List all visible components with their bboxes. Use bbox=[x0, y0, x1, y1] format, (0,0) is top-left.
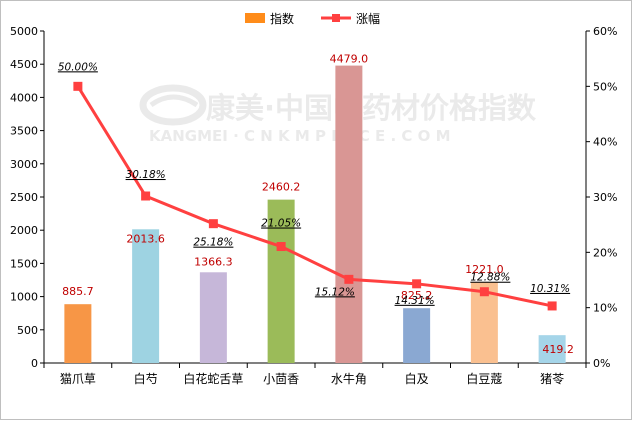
category-label: 水牛角 bbox=[331, 371, 367, 386]
legend-label-line: 涨幅 bbox=[356, 11, 380, 26]
growth-line-path bbox=[76, 85, 553, 308]
left-tick-label: 500 bbox=[17, 324, 38, 337]
line-value-label: 15.12% bbox=[315, 286, 355, 298]
left-tick-label: 4500 bbox=[10, 58, 38, 71]
bar bbox=[199, 272, 227, 363]
bar-value-label: 1366.3 bbox=[194, 255, 233, 268]
bar bbox=[132, 229, 160, 363]
watermark-title: 康美·中国中药材价格指数 bbox=[206, 91, 537, 125]
legend-label-bar: 指数 bbox=[270, 11, 294, 26]
watermark-subtitle: KANGMEI · C N K M P R I C E . C O M bbox=[149, 127, 451, 145]
line-value-label: 25.18% bbox=[193, 237, 233, 249]
right-tick-label: 50% bbox=[593, 80, 617, 93]
bar bbox=[335, 65, 363, 364]
right-tick-label: 30% bbox=[593, 191, 617, 204]
right-tick-label: 40% bbox=[593, 136, 617, 149]
bar bbox=[538, 335, 566, 363]
left-tick-label: 3500 bbox=[10, 125, 38, 138]
bar-labels: 885.7 2013.6 1366.3 2460.2 4479.0 825.2 1221.0… bbox=[62, 53, 574, 357]
bar bbox=[403, 308, 431, 363]
left-tick-label: 1000 bbox=[10, 291, 38, 304]
left-tick-label: 2500 bbox=[10, 191, 38, 204]
right-tick-label: 10% bbox=[593, 302, 617, 315]
line-point bbox=[276, 242, 286, 252]
line-value-label: 50.00% bbox=[58, 61, 98, 73]
line-value-label: 10.31% bbox=[530, 283, 570, 295]
category-label: 白豆蔻 bbox=[466, 371, 502, 386]
line-value-label: 14.31% bbox=[395, 295, 435, 307]
line-point bbox=[141, 191, 151, 201]
legend: 指数 涨幅 bbox=[245, 11, 380, 26]
category-label: 猫爪草 bbox=[60, 372, 96, 386]
line-point bbox=[479, 287, 489, 297]
left-tick-label: 0 bbox=[31, 357, 38, 370]
right-tick-label: 60% bbox=[593, 25, 617, 38]
bar-value-label: 419.2 bbox=[542, 343, 574, 356]
legend-swatch-bar bbox=[245, 13, 265, 23]
line-value-label: 21.05% bbox=[261, 218, 301, 230]
bar-value-label: 825.2 bbox=[401, 289, 433, 302]
line-value-label: 30.18% bbox=[126, 169, 166, 181]
bar-value-label: 1221.0 bbox=[465, 263, 504, 276]
left-tick-label: 4000 bbox=[10, 91, 38, 104]
growth-line: 50.00% 30.18% 25.18% 21.05% 15.12% 14.31% 12.8… bbox=[58, 61, 570, 311]
bars bbox=[64, 65, 566, 364]
bar bbox=[267, 199, 295, 363]
bar-value-label: 2460.2 bbox=[262, 181, 301, 194]
left-tick-label: 1500 bbox=[10, 257, 38, 270]
watermark-logo-icon bbox=[139, 84, 207, 126]
bar-value-label: 2013.6 bbox=[126, 232, 165, 245]
right-tick-label: 20% bbox=[593, 246, 617, 259]
legend-marker-line bbox=[332, 14, 340, 22]
line-value-label: 12.88% bbox=[470, 272, 510, 284]
category-label: 白芍 bbox=[134, 371, 158, 386]
category-label: 小茴香 bbox=[263, 372, 299, 386]
category-label: 白及 bbox=[405, 371, 429, 386]
left-tick-label: 5000 bbox=[10, 25, 38, 38]
bar bbox=[64, 304, 92, 363]
line-point bbox=[208, 219, 218, 229]
line-point bbox=[73, 81, 83, 91]
bar-value-label: 4479.0 bbox=[330, 53, 369, 66]
left-tick-label: 3000 bbox=[10, 158, 38, 171]
line-point bbox=[344, 274, 354, 284]
category-label: 猪苓 bbox=[540, 372, 564, 386]
axes: 0 500 1000 1500 2000 2500 3000 3500 4000 4500 5000… bbox=[10, 25, 617, 386]
left-tick-label: 2000 bbox=[10, 224, 38, 237]
line-point bbox=[412, 279, 422, 289]
category-label: 白花蛇舌草 bbox=[183, 371, 243, 386]
bar-value-label: 885.7 bbox=[62, 285, 94, 298]
line-point bbox=[547, 301, 557, 311]
watermark: 康美·中国中药材价格指数 KANGMEI · C N K M P R I C E… bbox=[139, 84, 537, 145]
right-tick-label: 0% bbox=[593, 357, 610, 370]
